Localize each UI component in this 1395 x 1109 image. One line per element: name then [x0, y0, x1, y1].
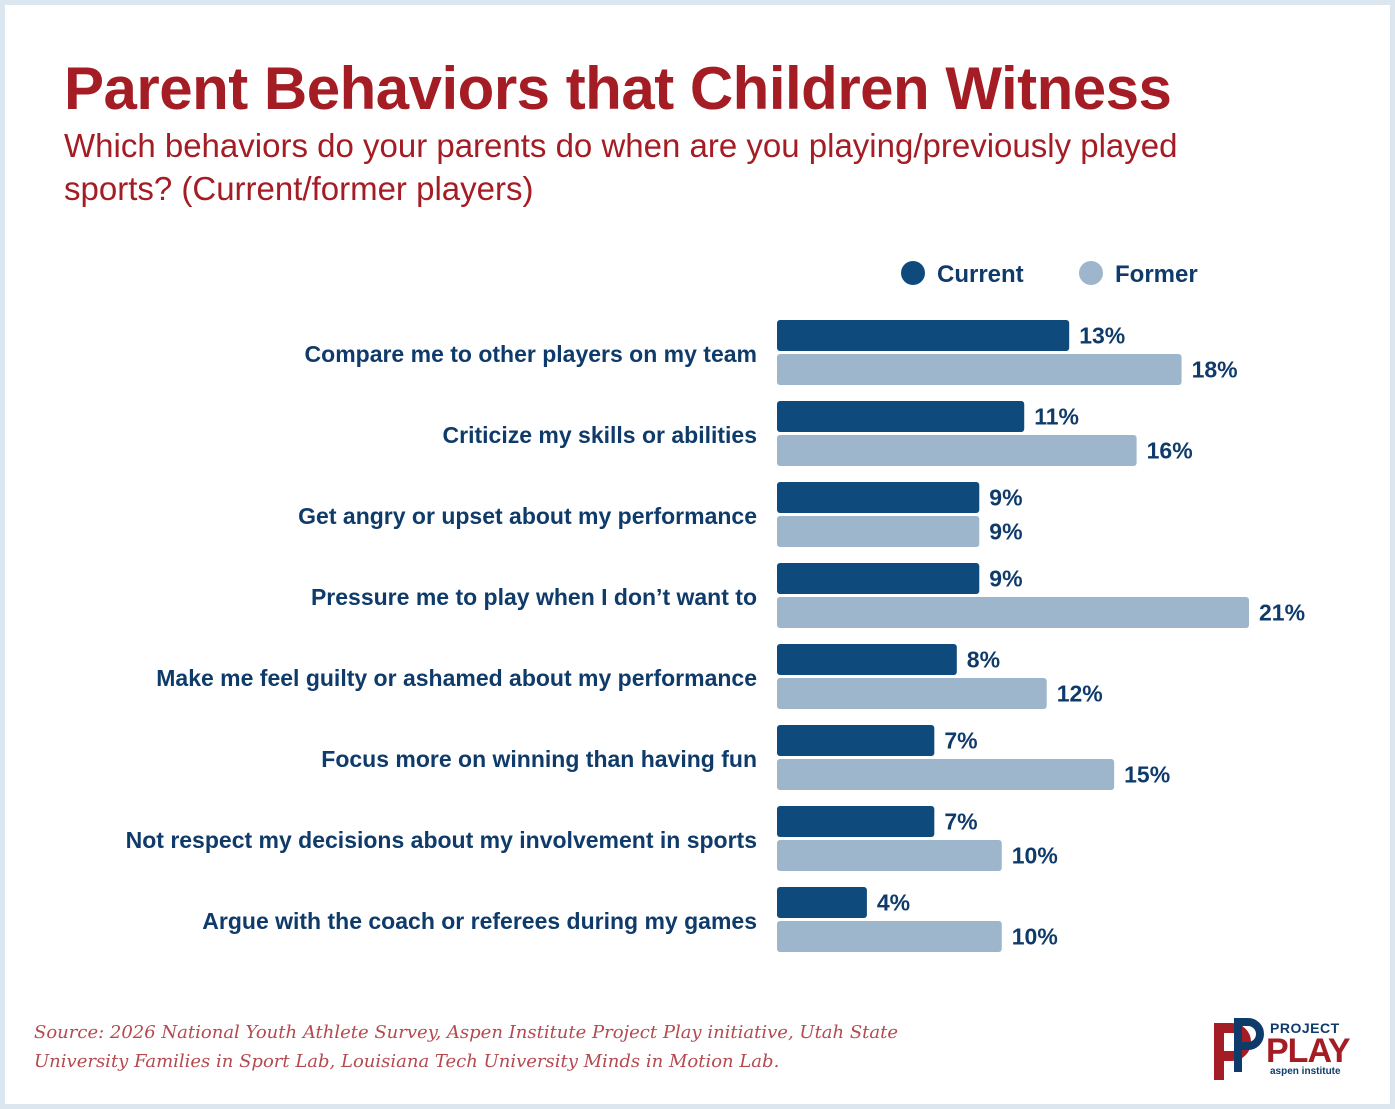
bar-current [777, 725, 935, 756]
bar-current [777, 563, 980, 594]
value-label-current: 7% [944, 728, 977, 754]
value-label-current: 4% [877, 890, 910, 916]
bar-former [777, 516, 980, 547]
value-label-current: 8% [967, 647, 1000, 673]
logo-line-aspen: aspen institute [1270, 1066, 1341, 1077]
value-label-former: 10% [1012, 843, 1058, 869]
value-label-former: 9% [989, 519, 1022, 545]
bar-chart: Current Former Compare me to other players… [126, 261, 1305, 952]
bar-current [777, 806, 935, 837]
value-label-former: 16% [1147, 438, 1193, 464]
bar-current [777, 320, 1070, 351]
bar-current [777, 401, 1025, 432]
legend-label-current: Current [937, 261, 1024, 288]
page-subtitle: Which behaviors do your parents do when … [64, 127, 1178, 207]
category-label: Focus more on winning than having fun [321, 746, 757, 772]
bar-former [777, 759, 1115, 790]
bar-current [777, 887, 867, 918]
category-label: Compare me to other players on my team [305, 341, 757, 367]
pp-logo-icon [1214, 1018, 1264, 1080]
value-label-current: 9% [989, 485, 1022, 511]
page-title: Parent Behaviors that Children Witness [64, 55, 1172, 122]
bar-former [777, 597, 1249, 628]
bar-former [777, 435, 1137, 466]
bar-former [777, 354, 1182, 385]
project-play-logo: PROJECT PLAY aspen institute [1210, 1018, 1370, 1082]
logo-line-project: PROJECT [1270, 1020, 1340, 1036]
logo-line-play: PLAY [1266, 1032, 1351, 1070]
value-label-former: 21% [1259, 600, 1305, 626]
category-label: Make me feel guilty or ashamed about my … [156, 665, 757, 691]
value-label-former: 10% [1012, 924, 1058, 950]
bar-current [777, 644, 957, 675]
category-label: Not respect my decisions about my involv… [126, 827, 757, 853]
bar-former [777, 921, 1002, 952]
value-label-former: 18% [1192, 357, 1238, 383]
value-label-current: 9% [989, 566, 1022, 592]
legend-swatch-former [1079, 261, 1103, 285]
value-label-current: 13% [1079, 323, 1125, 349]
value-label-current: 11% [1034, 404, 1079, 430]
bar-former [777, 840, 1002, 871]
category-label: Argue with the coach or referees during … [202, 908, 757, 934]
legend-swatch-current [901, 261, 925, 285]
category-label: Pressure me to play when I don’t want to [311, 584, 757, 610]
value-label-former: 15% [1124, 762, 1170, 788]
legend-label-former: Former [1115, 261, 1198, 288]
category-label: Get angry or upset about my performance [298, 503, 757, 529]
value-label-former: 12% [1057, 681, 1103, 707]
bar-former [777, 678, 1047, 709]
source-note: Source: 2026 National Youth Athlete Surv… [34, 1022, 899, 1072]
bar-current [777, 482, 980, 513]
category-label: Criticize my skills or abilities [443, 422, 757, 448]
value-label-current: 7% [944, 809, 977, 835]
